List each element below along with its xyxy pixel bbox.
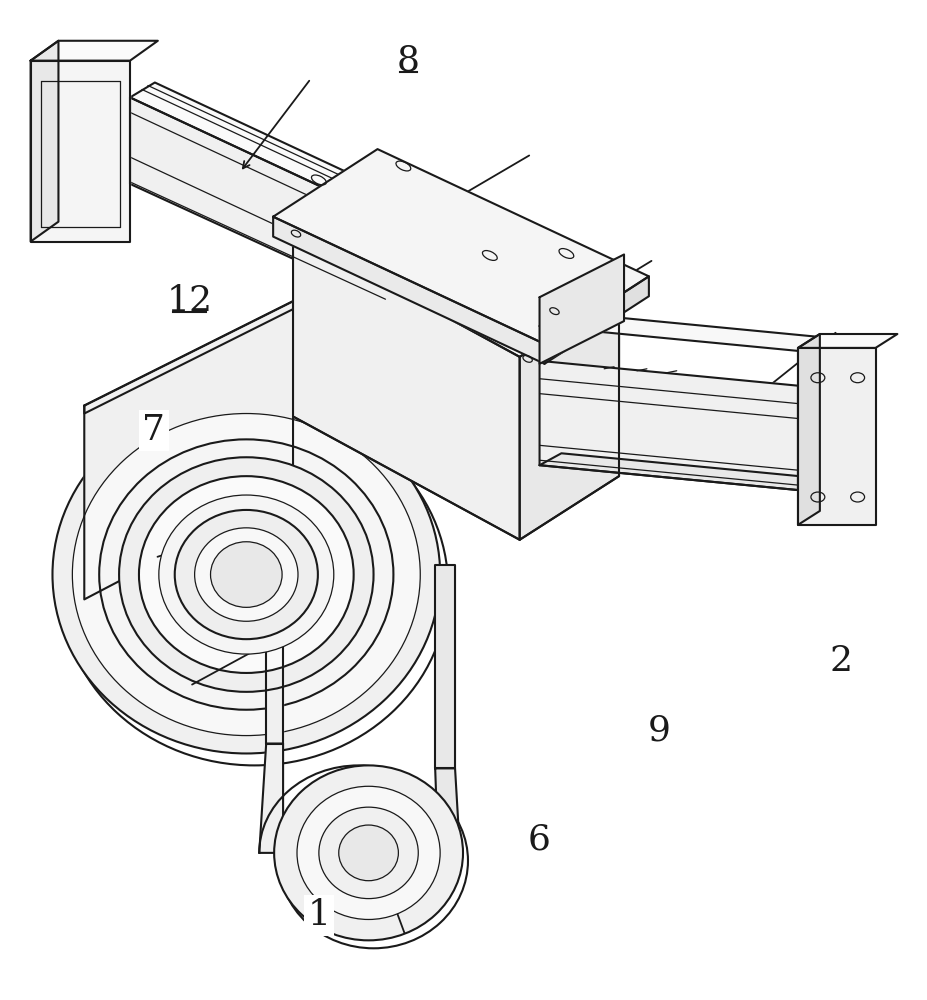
Polygon shape bbox=[797, 334, 819, 525]
Text: 9: 9 bbox=[647, 714, 669, 748]
Polygon shape bbox=[130, 83, 410, 217]
Polygon shape bbox=[130, 97, 385, 301]
Ellipse shape bbox=[53, 396, 439, 753]
Text: 7: 7 bbox=[142, 413, 165, 447]
Ellipse shape bbox=[139, 476, 353, 673]
Polygon shape bbox=[539, 312, 819, 351]
Ellipse shape bbox=[159, 495, 334, 654]
Polygon shape bbox=[84, 301, 293, 599]
Polygon shape bbox=[31, 41, 158, 61]
Ellipse shape bbox=[338, 825, 398, 881]
Ellipse shape bbox=[119, 457, 374, 692]
Text: 1: 1 bbox=[307, 898, 330, 932]
Polygon shape bbox=[293, 234, 519, 540]
Polygon shape bbox=[797, 348, 874, 525]
Ellipse shape bbox=[210, 542, 282, 607]
Polygon shape bbox=[273, 217, 544, 364]
Text: 12: 12 bbox=[167, 284, 212, 318]
Polygon shape bbox=[544, 276, 648, 364]
Text: 2: 2 bbox=[829, 644, 851, 678]
Ellipse shape bbox=[174, 510, 318, 639]
Ellipse shape bbox=[195, 528, 298, 621]
Polygon shape bbox=[31, 61, 130, 242]
Ellipse shape bbox=[297, 786, 439, 919]
Polygon shape bbox=[797, 334, 896, 348]
Polygon shape bbox=[293, 170, 618, 357]
Polygon shape bbox=[539, 254, 623, 364]
Ellipse shape bbox=[319, 807, 418, 899]
Polygon shape bbox=[31, 41, 58, 242]
Polygon shape bbox=[266, 540, 283, 744]
Polygon shape bbox=[519, 293, 618, 540]
Ellipse shape bbox=[99, 439, 393, 710]
Polygon shape bbox=[539, 361, 797, 490]
Polygon shape bbox=[539, 453, 819, 490]
Polygon shape bbox=[259, 744, 283, 853]
Text: 6: 6 bbox=[527, 823, 551, 857]
Polygon shape bbox=[84, 301, 293, 414]
Ellipse shape bbox=[273, 765, 463, 940]
Polygon shape bbox=[273, 149, 648, 344]
Ellipse shape bbox=[72, 414, 420, 736]
Polygon shape bbox=[435, 565, 454, 768]
Text: 8: 8 bbox=[397, 44, 419, 78]
Polygon shape bbox=[435, 768, 460, 853]
